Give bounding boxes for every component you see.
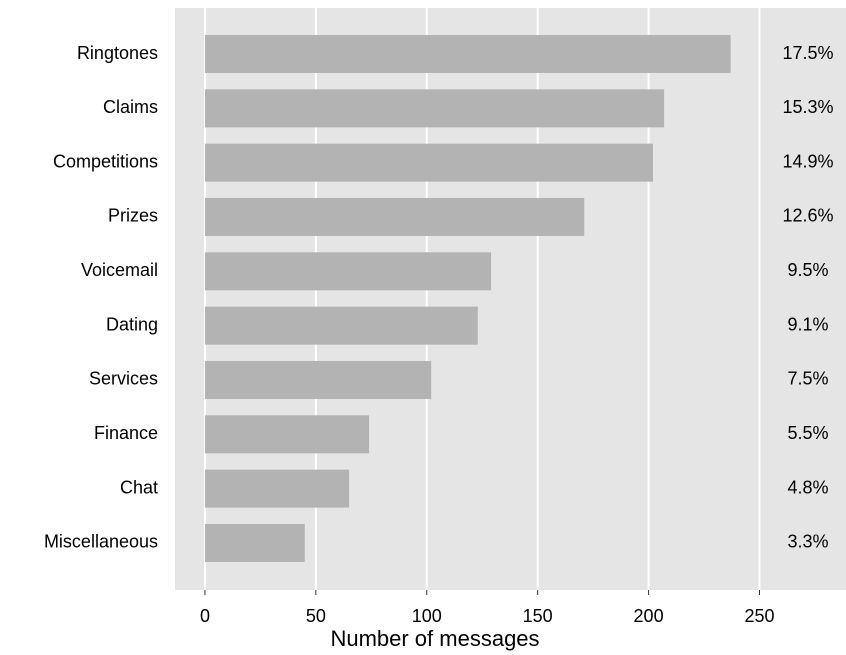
percent-label: 4.8% xyxy=(787,477,828,497)
bar xyxy=(204,306,478,345)
x-tick-label: 250 xyxy=(744,606,774,626)
x-tick-label: 200 xyxy=(634,606,664,626)
x-tick-label: 50 xyxy=(306,606,326,626)
bar xyxy=(204,252,492,291)
x-tick-label: 100 xyxy=(412,606,442,626)
y-tick-label: Voicemail xyxy=(81,260,158,280)
bar xyxy=(204,143,654,182)
y-tick-label: Chat xyxy=(120,477,158,497)
bar xyxy=(204,360,432,399)
percent-label: 9.1% xyxy=(787,314,828,334)
bar xyxy=(204,197,585,236)
bar xyxy=(204,89,665,128)
percent-label: 3.3% xyxy=(787,532,828,552)
percent-label: 15.3% xyxy=(782,97,833,117)
percent-label: 12.6% xyxy=(782,206,833,226)
percent-label: 14.9% xyxy=(782,151,833,171)
y-tick-label: Finance xyxy=(94,423,158,443)
percent-label: 9.5% xyxy=(787,260,828,280)
y-tick-label: Ringtones xyxy=(77,43,158,63)
y-tick-label: Prizes xyxy=(108,206,158,226)
percent-label: 17.5% xyxy=(782,43,833,63)
x-axis-title: Number of messages xyxy=(330,626,539,651)
y-tick-label: Competitions xyxy=(53,151,158,171)
y-tick-label: Dating xyxy=(106,314,158,334)
x-tick-label: 150 xyxy=(523,606,553,626)
bar xyxy=(204,469,350,508)
percent-label: 5.5% xyxy=(787,423,828,443)
y-tick-label: Services xyxy=(89,369,158,389)
bar xyxy=(204,415,370,454)
bar xyxy=(204,523,305,562)
percent-label: 7.5% xyxy=(787,369,828,389)
y-tick-label: Miscellaneous xyxy=(44,532,158,552)
bar xyxy=(204,35,731,73)
x-tick-label: 0 xyxy=(200,606,210,626)
y-tick-label: Claims xyxy=(103,97,158,117)
